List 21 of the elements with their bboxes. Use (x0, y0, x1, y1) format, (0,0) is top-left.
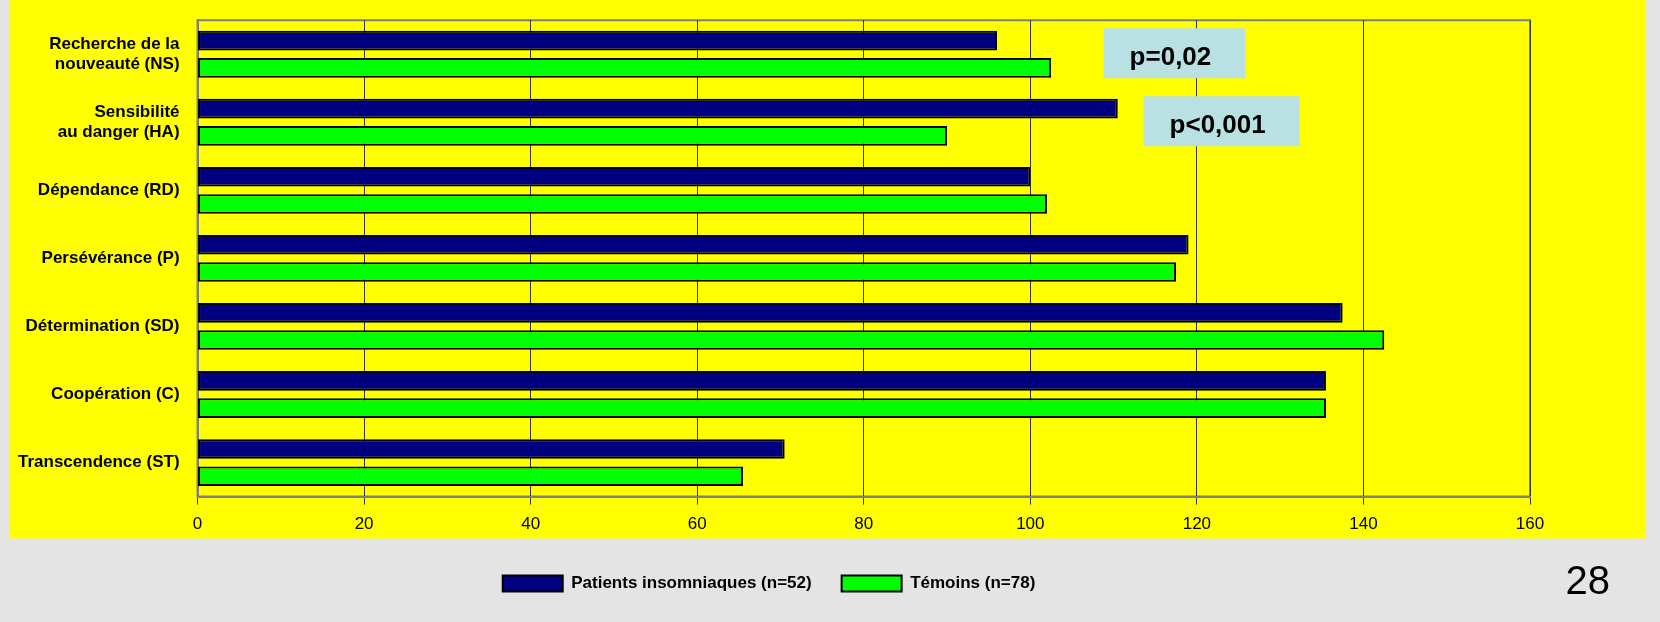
x-tick-label: 80 (854, 514, 874, 534)
x-tick-label: 160 (1515, 514, 1545, 534)
x-tick-label: 0 (192, 514, 203, 534)
y-tick-label: Dépendance (RD) (37, 180, 180, 200)
x-tick-label: 60 (687, 514, 707, 534)
y-tick-label: Transcendence (ST) (17, 452, 180, 472)
legend-label: Témoins (n=78) (910, 573, 1036, 593)
y-tick-label: Détermination (SD) (25, 316, 180, 336)
y-tick-label: Persévérance (P) (41, 248, 180, 268)
y-tick-label: Coopération (C) (51, 384, 180, 404)
x-tick-label: 40 (521, 514, 541, 534)
text: 28 (1565, 558, 1610, 603)
annotation: p=0,02 (1129, 41, 1212, 72)
x-tick-label: 20 (354, 514, 374, 534)
y-tick-label: Recherche de la nouveauté (NS) (49, 33, 181, 74)
x-tick-label: 100 (1016, 514, 1045, 534)
annotation: p<0,001 (1169, 109, 1266, 140)
x-tick-label: 140 (1349, 514, 1378, 534)
y-tick-label: Sensibilité au danger (HA) (57, 101, 180, 142)
legend-label: Patients insomniaques (n=52) (571, 573, 812, 593)
x-tick-label: 120 (1182, 514, 1212, 534)
